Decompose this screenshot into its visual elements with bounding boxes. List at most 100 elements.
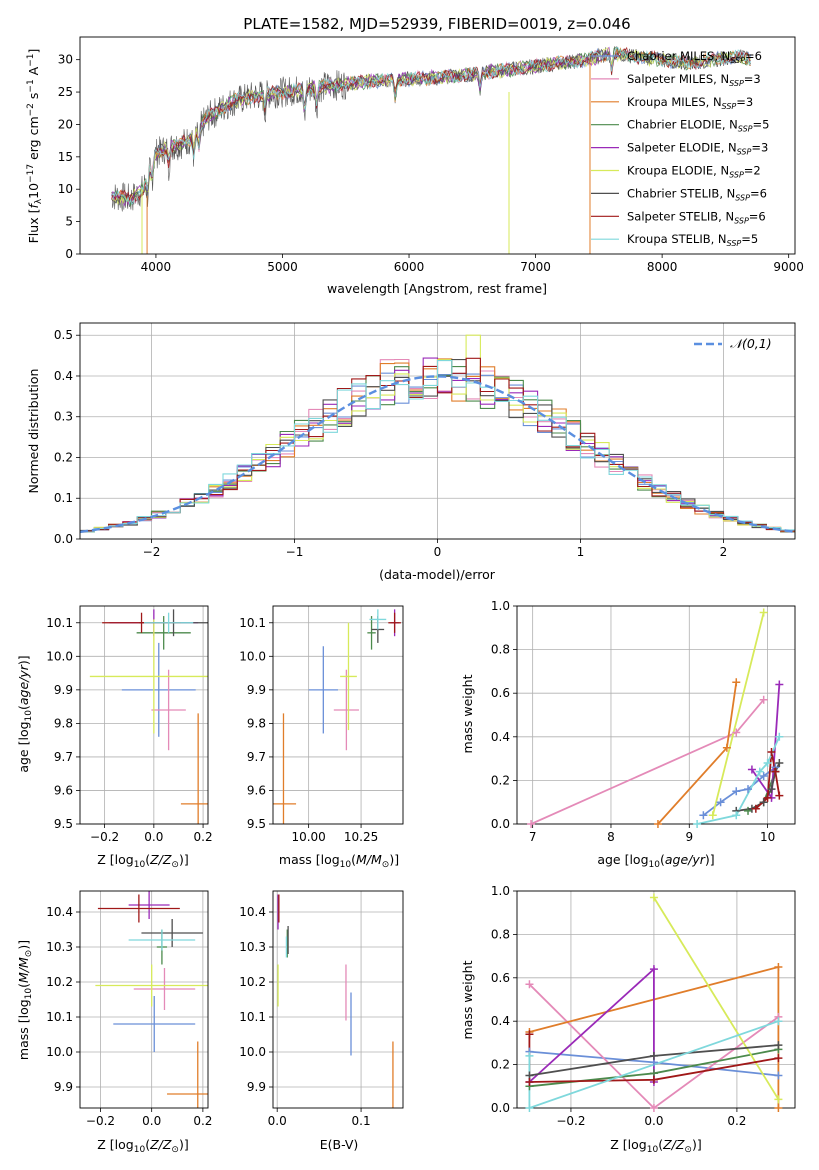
label-part: Z/Z [662,1137,685,1152]
legend-value: =3 [744,72,761,86]
label-part: 10 [134,1145,146,1155]
legend-label-kroupa-stelib: Kroupa STELIB, NSSP=5 [627,232,758,248]
ylabel-part: −2 [26,103,36,116]
marker-salpeter-stelib [751,804,760,813]
legend-subscript: SSP [722,102,737,111]
y-tick-label: 10.0 [46,1045,73,1059]
legend-value: =6 [745,49,762,63]
marker-kroupa-stelib [693,820,702,828]
y-tick-label: 1.0 [491,884,510,898]
marker-salpeter-elodie [747,765,756,774]
y-tick-label: 0.4 [491,730,510,744]
legend-value: =2 [744,164,761,178]
label-part: age/yr [665,852,706,867]
normal-curve [80,375,795,534]
y-tick-label: 9.9 [54,1080,73,1094]
x-tick-label: 4000 [141,260,172,274]
marker-chabrier-miles [744,785,753,794]
y-tick-label: 9.8 [54,716,73,730]
label-part: mass [ [279,852,321,867]
x-tick-label: 10.25 [344,830,378,844]
legend-label-chabrier-elodie: Chabrier ELODIE, NSSP=5 [627,118,769,134]
axes-frame [272,890,404,1109]
label-part: ⊙ [382,860,390,870]
label-part: mass [ [16,1018,31,1060]
y-tick-label: 9.9 [247,683,266,697]
y-tick-label: 9.9 [247,1080,266,1094]
panel-age-vs-mass: 10.00 10.25 9.5 9.6 9.7 9.8 9.9 10.0 10.1 mass [l… [239,605,404,870]
y-tick-label: 9.5 [247,817,266,831]
marker-salpeter-elodie [649,965,658,974]
marker-kroupa-miles [732,678,741,687]
marker-salpeter-stelib [649,1075,658,1084]
marker-chabrier-miles [774,1071,783,1080]
marker-chabrier-stelib [767,785,776,794]
marker-salpeter-miles [759,695,768,704]
x-tick-label: 0.2 [193,1114,212,1128]
y-tick-label: 10.2 [46,975,73,989]
spectrum-title: PLATE=1582, MJD=52939, FIBERID=0019, z=0… [243,15,630,33]
legend-text: Kroupa STELIB, N [627,232,727,246]
legend-label-salpeter-stelib: Salpeter STELIB, NSSP=6 [627,209,766,225]
y-tick-label: 30 [58,53,73,67]
legend-subscript: SSP [734,216,749,225]
y-tick-label: 5 [65,215,73,229]
marker-kroupa-miles [722,743,731,752]
legend-text: Chabrier ELODIE, N [627,118,738,132]
marker-chabrier-miles [716,798,725,807]
legend-text: Chabrier MILES, N [627,49,730,63]
marker-salpeter-stelib [525,1077,534,1086]
marker-salpeter-stelib [771,767,780,776]
label-part: log [16,999,31,1018]
x-tick-label: 1 [577,545,585,559]
age-vs-Z-xlabel: Z [log10(Z/Z⊙)] [97,852,188,870]
label-part: age/yr [16,664,31,705]
panel-residuals: −2 −1 0 1 2 0.0 0.1 0.2 0.3 0.4 0.5 𝒩(0,1) (data-mod… [26,322,796,582]
ylabel-part: λ [34,198,44,204]
marker-chabrier-stelib [775,758,784,767]
marker-chabrier-stelib [759,798,768,807]
weight-vs-age-ylabel: mass weight [460,674,475,753]
label-part: ( [16,705,31,710]
x-tick-label: 0.2 [194,830,213,844]
marker-chabrier-stelib [774,1041,783,1050]
x-tick-label: −1 [286,545,304,559]
legend-label-normal: 𝒩(0,1) [730,336,772,351]
label-part: 10 [647,1145,659,1155]
marker-salpeter-stelib [774,1054,783,1063]
marker-kroupa-elodie [774,1095,783,1104]
label-part: 10 [24,710,34,722]
label-part: ( [16,983,31,988]
x-tick-label: 8000 [647,260,678,274]
series-salpeter-elodie [751,684,781,801]
spectrum-ylabel: Flux [fλ10−17 erg cm−2 s−1 A−1] [26,49,44,244]
legend-text: Salpeter MILES, N [627,72,729,86]
x-tick-label: 9000 [773,260,804,274]
marker-salpeter-stelib [763,793,772,802]
y-tick-label: 0.0 [54,532,73,546]
legend-subscript: SSP [729,171,744,180]
label-part: log [115,852,134,867]
y-tick-label: 25 [58,85,73,99]
axes-frame [79,890,209,1109]
age-vs-Z-ylabel: age [log10(age/yr)] [16,655,34,772]
marker-kroupa-stelib [525,1051,534,1060]
label-part: 10 [24,988,34,1000]
legend-label-chabrier-stelib: Chabrier STELIB, NSSP=6 [627,186,767,202]
axes-frame [516,605,796,825]
label-part: )] [705,852,715,867]
y-tick-label: 0.8 [491,927,510,941]
y-tick-label: 10.0 [239,649,266,663]
ylabel-part: Flux [ [26,209,41,244]
marker-chabrier-miles [759,772,768,781]
y-tick-label: 10.0 [239,1045,266,1059]
y-tick-label: 9.6 [54,783,73,797]
x-tick-label: −2 [143,545,161,559]
label-part: log [321,852,340,867]
y-tick-label: 10.1 [239,1010,266,1024]
label-part: log [629,852,648,867]
label-part: ( [145,852,150,867]
legend-label-salpeter-miles: Salpeter MILES, NSSP=3 [627,72,761,88]
marker-kroupa-miles [774,1104,783,1112]
